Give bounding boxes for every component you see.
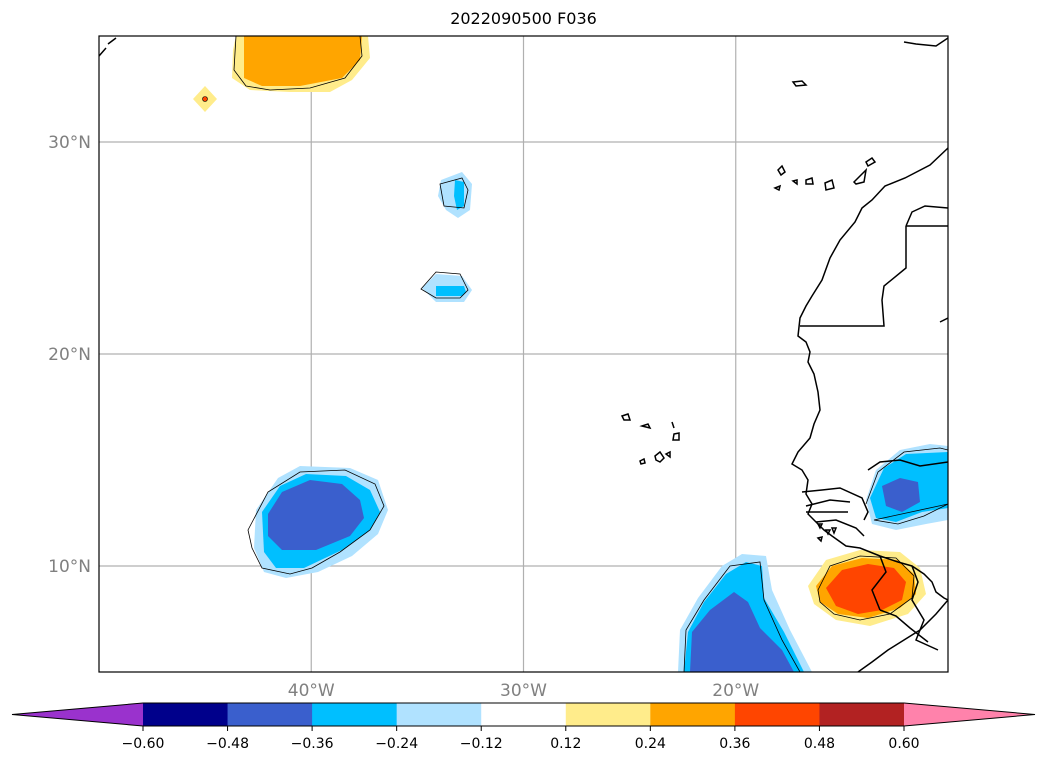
negative-anomaly-central bbox=[247, 466, 388, 578]
colorbar-swatch bbox=[227, 703, 313, 726]
latitude-tick-label: 20°N bbox=[48, 345, 91, 365]
colorbar-extend-max bbox=[904, 703, 1035, 726]
latitude-labels: 30°N 20°N 10°N bbox=[48, 133, 91, 577]
colorbar-tick-label: −0.24 bbox=[375, 736, 418, 752]
colorbar-swatch bbox=[650, 703, 736, 726]
map-frame bbox=[98, 35, 949, 673]
latitude-tick-label: 30°N bbox=[48, 133, 91, 153]
positive-anomaly-south-east bbox=[808, 550, 926, 626]
colorbar-swatch bbox=[734, 703, 820, 726]
latitude-tick-label: 10°N bbox=[48, 557, 91, 577]
negative-anomaly-south bbox=[678, 554, 812, 672]
coastlines bbox=[99, 37, 948, 672]
colorbar: −0.60 −0.48 −0.36 −0.24 −0.12 0.12 0.24 0.36 0.4… bbox=[11, 702, 1036, 752]
filled-contours bbox=[193, 36, 948, 672]
colorbar-extend-min bbox=[12, 703, 143, 726]
negative-anomaly-small-2 bbox=[420, 271, 472, 302]
colorbar-swatch bbox=[481, 703, 567, 726]
colorbar-tick-label: 0.48 bbox=[804, 736, 835, 752]
map-title: 2022090500 F036 bbox=[450, 9, 597, 28]
colorbar-tick-label: −0.12 bbox=[460, 736, 503, 752]
positive-anomaly-small bbox=[193, 86, 217, 112]
longitude-tick-label: 20°W bbox=[712, 681, 759, 701]
colorbar-tick-label: −0.36 bbox=[291, 736, 334, 752]
colorbar-swatch bbox=[312, 703, 398, 726]
longitude-tick-label: 30°W bbox=[500, 681, 547, 701]
colorbar-tick-label: −0.60 bbox=[122, 736, 165, 752]
colorbar-swatch bbox=[143, 703, 229, 726]
longitude-tick-label: 40°W bbox=[288, 681, 335, 701]
colorbar-swatch bbox=[819, 703, 905, 726]
colorbar-swatch bbox=[396, 703, 482, 726]
colorbar-tick-label: 0.60 bbox=[888, 736, 919, 752]
colorbar-tick-label: 0.12 bbox=[550, 736, 581, 752]
colorbar-tick-label: 0.36 bbox=[719, 736, 750, 752]
longitude-labels: 40°W 30°W 20°W bbox=[288, 681, 760, 701]
positive-anomaly-north bbox=[232, 36, 370, 92]
negative-anomaly-small-1 bbox=[438, 172, 472, 218]
colorbar-swatch bbox=[565, 703, 651, 726]
colorbar-tick-label: 0.24 bbox=[635, 736, 666, 752]
colorbar-tick-label: −0.48 bbox=[206, 736, 249, 752]
